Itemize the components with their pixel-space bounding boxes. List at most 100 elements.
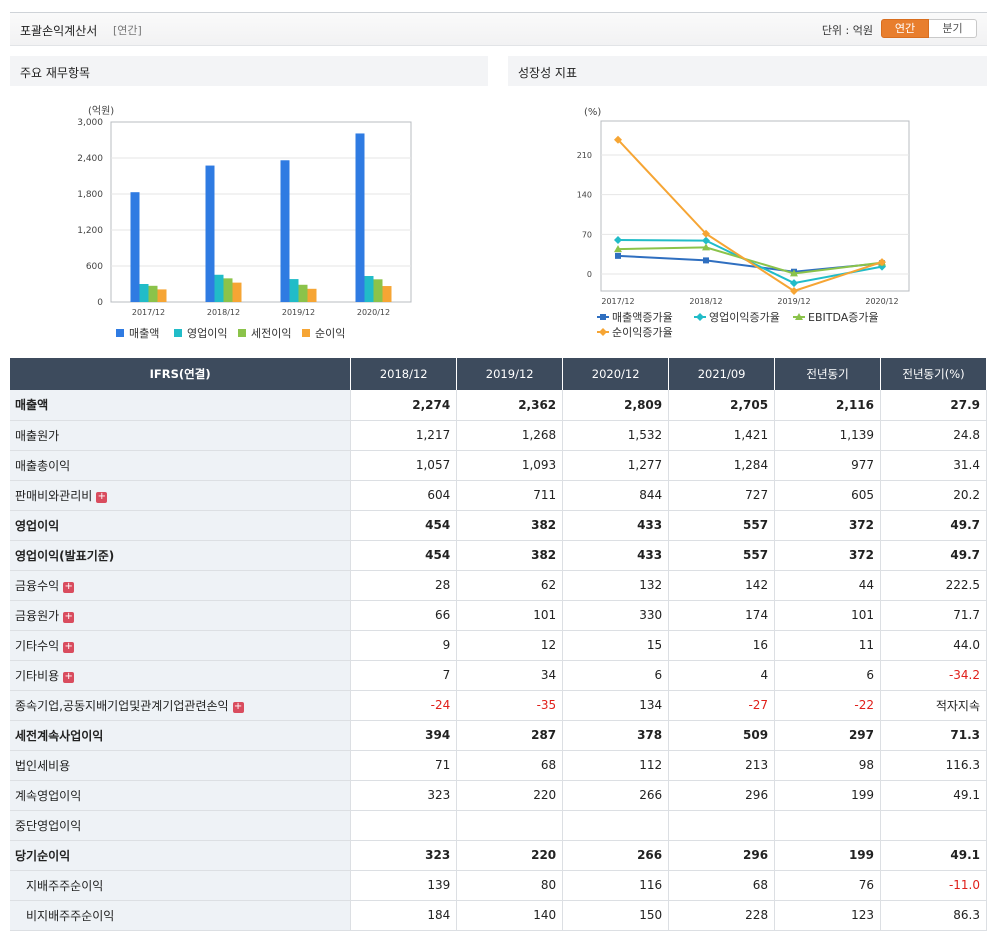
bar-1 (130, 192, 140, 302)
table-cell: 454 (350, 510, 458, 541)
table-cell: 49.1 (880, 780, 987, 811)
table-cell: 101 (456, 600, 564, 631)
expand-plus-icon[interactable]: + (63, 640, 75, 653)
table-cell: 9 (350, 630, 458, 661)
row-label: 기타수익 + (10, 630, 352, 661)
column-header: 전년동기(%) (880, 358, 987, 390)
expand-plus-icon[interactable]: + (63, 670, 75, 683)
table-cell: 142 (668, 570, 776, 601)
table-cell: 372 (774, 510, 882, 541)
table-cell: 4 (668, 660, 776, 691)
expand-plus-icon[interactable]: + (96, 490, 108, 503)
bar-3 (373, 279, 383, 302)
table-cell: 6 (562, 660, 670, 691)
table-cell: 98 (774, 750, 882, 781)
table-cell: 2,705 (668, 390, 776, 421)
table-cell (774, 810, 882, 841)
table-cell: 220 (456, 780, 564, 811)
y-axis-unit: (억원) (88, 105, 114, 117)
row-label: 영업이익 (10, 510, 352, 541)
financial-items-title: 주요 재무항목 (10, 56, 488, 86)
row-label-text: 기타비용 (15, 668, 60, 683)
table-cell: 7 (350, 660, 458, 691)
data-point (790, 269, 798, 277)
table-cell: 1,421 (668, 420, 776, 451)
row-label-text: 세전계속사업이익 (15, 728, 104, 743)
y-axis-unit: (%) (584, 107, 601, 118)
growth-panel: 성장성 지표 0 70 140 210 (%) 2017/12 2018/12 2019/12… (508, 56, 987, 346)
table-row: 당기순이익 323 220 266 296 199 49.1 (10, 840, 987, 871)
bar-3 (298, 284, 308, 302)
bar-4 (157, 289, 167, 302)
legend-item: 순이익 (302, 327, 345, 340)
table-cell: 34 (456, 660, 564, 691)
legend-label: 세전이익 (251, 327, 291, 340)
row-label-text: 영업이익 (15, 518, 60, 533)
period-tabs: 연간 분기 (881, 19, 977, 38)
data-point (599, 328, 607, 336)
table-cell: 1,093 (456, 450, 564, 481)
legend-item: EBITDA증가율 (793, 311, 879, 324)
table-row: 법인세비용 71 68 112 213 98 116.3 (10, 750, 987, 781)
table-cell: 적자지속 (880, 690, 987, 721)
row-label-text: 비지배주주순이익 (26, 908, 115, 923)
y-tick-label: 3,000 (77, 118, 103, 128)
row-label-text: 기타수익 (15, 638, 60, 653)
table-cell: 116 (562, 870, 670, 901)
x-tick-label: 2017/12 (601, 297, 634, 306)
series-4 (614, 135, 886, 295)
y-tick-label: 0 (587, 270, 592, 279)
table-cell (350, 810, 458, 841)
table-cell: 296 (668, 840, 776, 871)
x-tick-label: 2020/12 (357, 308, 390, 317)
legend-label: 매출액증가율 (612, 311, 673, 324)
bar-2 (139, 284, 149, 302)
bar-4 (382, 286, 392, 302)
row-label-text: 매출액 (15, 398, 49, 413)
table-cell: 2,362 (456, 390, 564, 421)
tab-quarterly[interactable]: 분기 (929, 19, 977, 38)
table-cell: -22 (774, 690, 882, 721)
column-header: 2019/12 (456, 358, 564, 390)
table-row: 판매비와관리비 +604 711 844 727 605 20.2 (10, 480, 987, 511)
column-header: 2018/12 (350, 358, 458, 390)
legend-item: 영업이익증가율 (694, 311, 780, 324)
table-cell: 68 (456, 750, 564, 781)
data-point (790, 287, 798, 295)
data-point (702, 229, 710, 238)
expand-plus-icon[interactable]: + (63, 580, 75, 593)
row-label: 당기순이익 (10, 840, 352, 871)
table-cell: -34.2 (880, 660, 987, 691)
row-label-text: 매출원가 (15, 428, 60, 443)
statement-title: 포괄손익계산서 (20, 24, 98, 38)
x-tick-label: 2019/12 (777, 297, 810, 306)
table-cell: 184 (350, 900, 458, 931)
tab-annual[interactable]: 연간 (881, 19, 929, 38)
table-cell: 49.7 (880, 540, 987, 571)
x-tick-label: 2018/12 (689, 297, 722, 306)
data-point (696, 313, 704, 321)
row-label: 매출액 (10, 390, 352, 421)
legend-label: EBITDA증가율 (808, 311, 879, 324)
bar-2 (214, 274, 224, 302)
table-row: 금융원가 +66 101 330 174 101 71.7 (10, 600, 987, 631)
expand-plus-icon[interactable]: + (63, 610, 75, 623)
table-cell: 49.7 (880, 510, 987, 541)
table-cell: -27 (668, 690, 776, 721)
table-cell: 28 (350, 570, 458, 601)
table-header-row: IFRS(연결) 2018/12 2019/12 2020/12 2021/09 전년동기… (10, 358, 987, 390)
table-cell: 11 (774, 630, 882, 661)
table-cell: 378 (562, 720, 670, 751)
table-cell: 199 (774, 840, 882, 871)
table-cell: 2,116 (774, 390, 882, 421)
table-cell: 1,284 (668, 450, 776, 481)
bar-3 (148, 285, 158, 302)
bar-3 (223, 278, 233, 302)
table-cell: 266 (562, 780, 670, 811)
legend-swatch (174, 329, 182, 337)
column-header: IFRS(연결) (10, 358, 352, 390)
row-label: 세전계속사업이익 (10, 720, 352, 751)
table-cell: 123 (774, 900, 882, 931)
expand-plus-icon[interactable]: + (232, 700, 244, 713)
table-cell: 287 (456, 720, 564, 751)
